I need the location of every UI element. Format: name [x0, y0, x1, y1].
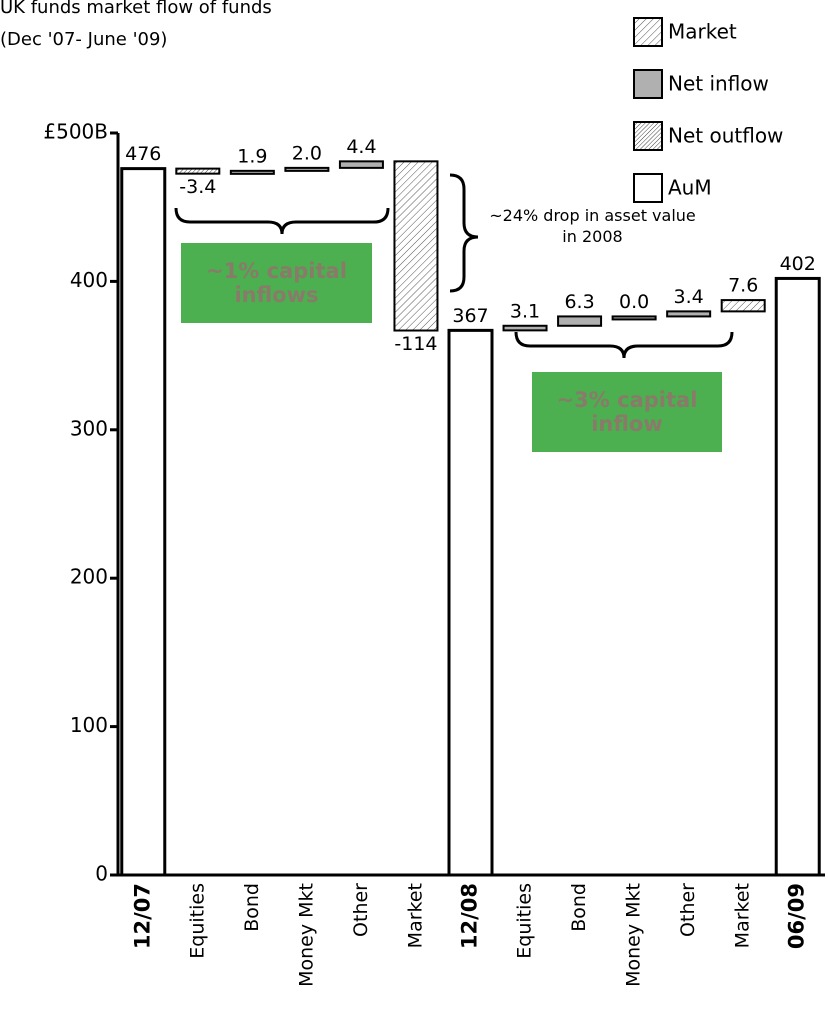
chart-title: UK funds market flow of funds: [0, 0, 272, 18]
value-label: -114: [394, 333, 437, 355]
bar: [666, 310, 712, 318]
bar: [175, 167, 221, 175]
x-tick-label: 12/08: [458, 883, 482, 949]
value-label: 402: [780, 253, 816, 275]
chart-subtitle: (Dec '07- June '09): [0, 29, 167, 50]
bar: [557, 315, 603, 327]
y-tick-label: 200: [70, 565, 108, 589]
x-tick-label: Market: [404, 883, 426, 948]
legend-label: Net inflow: [668, 72, 769, 96]
legend-label: AuM: [668, 176, 712, 200]
bar: [611, 315, 657, 321]
annotation: ~3% capital inflow: [532, 372, 722, 452]
bar: [284, 166, 330, 172]
y-tick-label: 0: [95, 862, 108, 886]
x-tick-label: 06/09: [785, 883, 809, 949]
x-tick-label: Bond: [241, 883, 263, 932]
legend-swatch: [633, 173, 663, 203]
x-tick-label: Equities: [514, 883, 536, 959]
bar: [720, 299, 766, 313]
bar: [120, 167, 167, 877]
bar: [393, 160, 439, 332]
brace: [174, 207, 390, 235]
x-tick-label: Equities: [186, 883, 208, 959]
x-tick-label: Bond: [568, 883, 590, 932]
x-tick-label: Other: [350, 883, 372, 937]
value-label: -3.4: [179, 176, 216, 198]
y-tick-label: £500B: [43, 120, 108, 144]
bar: [229, 169, 275, 175]
brace: [449, 173, 479, 293]
x-tick-label: Market: [732, 883, 754, 948]
legend-label: Market: [668, 20, 737, 44]
annotation: ~24% drop in asset value in 2008: [489, 206, 696, 246]
value-label: 2.0: [292, 142, 322, 164]
value-label: 4.4: [346, 136, 376, 158]
x-tick-label: Other: [677, 883, 699, 937]
legend-swatch: [633, 121, 663, 151]
bar: [774, 276, 821, 877]
x-tick-label: Money Mkt: [623, 883, 645, 987]
bar: [447, 328, 494, 877]
legend-swatch: [633, 69, 663, 99]
legend-swatch: [633, 17, 663, 47]
x-tick-label: Money Mkt: [295, 883, 317, 987]
y-tick-label: 100: [70, 713, 108, 737]
value-label: 367: [452, 305, 488, 327]
bar: [502, 324, 548, 332]
value-label: 3.4: [674, 286, 704, 308]
annotation: ~1% capital inflows: [181, 243, 372, 323]
value-label: 7.6: [728, 275, 758, 297]
y-tick-label: 300: [70, 416, 108, 440]
value-label: 6.3: [564, 291, 594, 313]
y-tick-label: 400: [70, 268, 108, 292]
brace: [514, 331, 734, 359]
value-label: 3.1: [510, 300, 540, 322]
value-label: 476: [125, 143, 161, 165]
value-label: 0.0: [619, 291, 649, 313]
value-label: 1.9: [237, 145, 267, 167]
legend-label: Net outflow: [668, 124, 783, 148]
x-tick-label: 12/07: [130, 883, 154, 949]
bar: [338, 160, 384, 169]
